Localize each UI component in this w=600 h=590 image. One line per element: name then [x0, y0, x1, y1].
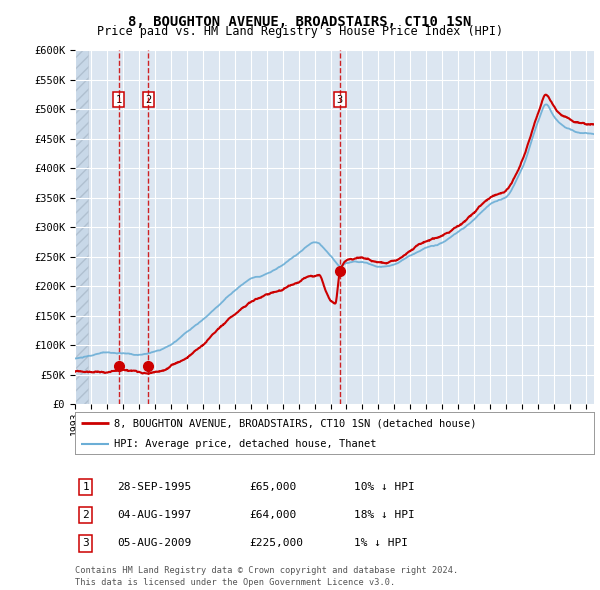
Text: Price paid vs. HM Land Registry's House Price Index (HPI): Price paid vs. HM Land Registry's House … — [97, 25, 503, 38]
Text: £64,000: £64,000 — [249, 510, 296, 520]
Text: 2: 2 — [82, 510, 89, 520]
Text: 28-SEP-1995: 28-SEP-1995 — [117, 482, 191, 491]
Text: 18% ↓ HPI: 18% ↓ HPI — [354, 510, 415, 520]
Text: Contains HM Land Registry data © Crown copyright and database right 2024.
This d: Contains HM Land Registry data © Crown c… — [75, 566, 458, 587]
Text: 1% ↓ HPI: 1% ↓ HPI — [354, 539, 408, 548]
Text: 10% ↓ HPI: 10% ↓ HPI — [354, 482, 415, 491]
Text: £65,000: £65,000 — [249, 482, 296, 491]
Text: 1: 1 — [116, 95, 122, 104]
Text: 05-AUG-2009: 05-AUG-2009 — [117, 539, 191, 548]
Text: 1: 1 — [82, 482, 89, 491]
Text: 3: 3 — [82, 539, 89, 548]
Text: 8, BOUGHTON AVENUE, BROADSTAIRS, CT10 1SN: 8, BOUGHTON AVENUE, BROADSTAIRS, CT10 1S… — [128, 15, 472, 29]
Text: 04-AUG-1997: 04-AUG-1997 — [117, 510, 191, 520]
Text: 2: 2 — [145, 95, 151, 104]
Text: 8, BOUGHTON AVENUE, BROADSTAIRS, CT10 1SN (detached house): 8, BOUGHTON AVENUE, BROADSTAIRS, CT10 1S… — [114, 418, 476, 428]
Text: £225,000: £225,000 — [249, 539, 303, 548]
Text: 3: 3 — [337, 95, 343, 104]
Text: HPI: Average price, detached house, Thanet: HPI: Average price, detached house, Than… — [114, 439, 376, 448]
